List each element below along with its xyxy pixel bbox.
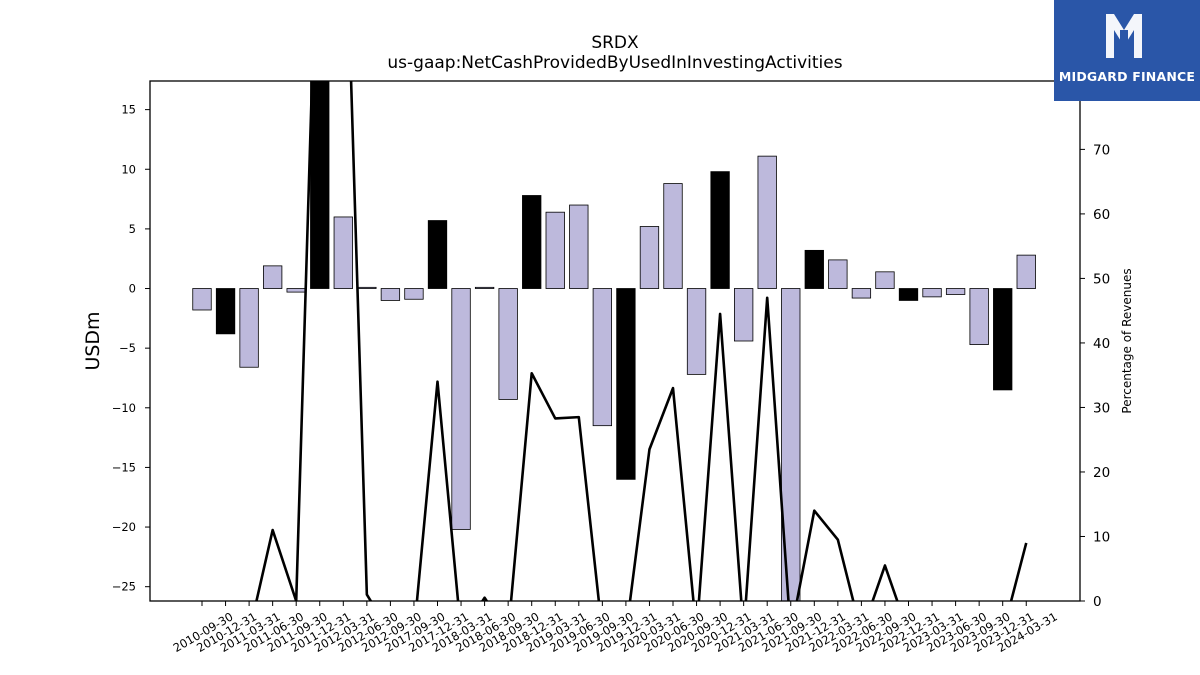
- brand-logo-mark-icon: [1106, 14, 1142, 62]
- bar: [898, 288, 919, 301]
- bar: [686, 288, 707, 375]
- bar: [451, 288, 471, 530]
- brand-logo: MIDGARD FINANCE: [1054, 0, 1200, 101]
- bar: [404, 288, 424, 300]
- bar: [993, 288, 1013, 391]
- bar: [875, 271, 895, 289]
- y2-tick-label: 10: [1093, 529, 1110, 545]
- bar: [945, 288, 966, 295]
- y-tick-label: 5: [129, 222, 136, 236]
- bar: [215, 288, 236, 335]
- bar: [616, 288, 636, 480]
- y2-tick-label: 70: [1093, 142, 1110, 158]
- y-tick-label: −15: [112, 460, 136, 474]
- bar-group: [192, 81, 1036, 601]
- bar: [498, 288, 518, 400]
- bar: [192, 288, 212, 311]
- bar: [545, 211, 565, 289]
- y-tick-label: −25: [112, 580, 136, 594]
- bar: [474, 286, 495, 289]
- bar: [427, 220, 448, 289]
- bar: [828, 259, 848, 289]
- bar: [663, 183, 683, 289]
- y2-tick-label: 50: [1093, 271, 1110, 287]
- y2-axis-label: Percentage of Revenues: [1120, 268, 1134, 413]
- y2-tick-label: 60: [1093, 207, 1110, 223]
- bar: [592, 288, 612, 427]
- y2-tick-label: 0: [1093, 594, 1102, 610]
- y-tick-label: 15: [121, 103, 136, 117]
- bar: [734, 288, 754, 342]
- brand-logo-text: MIDGARD FINANCE: [1058, 69, 1196, 84]
- bar: [781, 288, 801, 601]
- chart-subtitle: us-gaap:NetCashProvidedByUsedInInvesting…: [387, 53, 842, 73]
- bar: [286, 288, 306, 293]
- bar: [639, 226, 660, 289]
- bar: [1016, 254, 1036, 289]
- bar: [757, 155, 777, 289]
- bar: [851, 288, 872, 299]
- bar: [710, 171, 730, 289]
- y-tick-label: 10: [121, 162, 136, 176]
- plot-frame: [149, 80, 1081, 602]
- y-tick-label: −5: [119, 341, 136, 355]
- bar: [569, 204, 589, 289]
- chart-title: SRDX: [591, 33, 639, 53]
- bar: [922, 288, 942, 298]
- y2-tick-label: 30: [1093, 400, 1110, 416]
- bar: [380, 288, 401, 301]
- bar: [522, 195, 542, 289]
- y-tick-label: −10: [112, 401, 136, 415]
- bar: [357, 286, 377, 289]
- bar: [333, 216, 353, 289]
- bar: [310, 81, 330, 289]
- y2-tick-label: 20: [1093, 465, 1110, 481]
- line-series: [255, 81, 1028, 601]
- axes-group: 151050−5−10−15−20−250102030405060702010-…: [112, 80, 1110, 655]
- y-axis-label: USDm: [82, 311, 104, 370]
- bar: [239, 288, 259, 368]
- y2-tick-label: 40: [1093, 336, 1110, 352]
- y-tick-label: −20: [112, 520, 136, 534]
- bar: [969, 288, 989, 345]
- bar: [804, 249, 824, 289]
- bar: [262, 265, 283, 289]
- y-tick-label: 0: [129, 282, 136, 296]
- line-group: [255, 81, 1028, 601]
